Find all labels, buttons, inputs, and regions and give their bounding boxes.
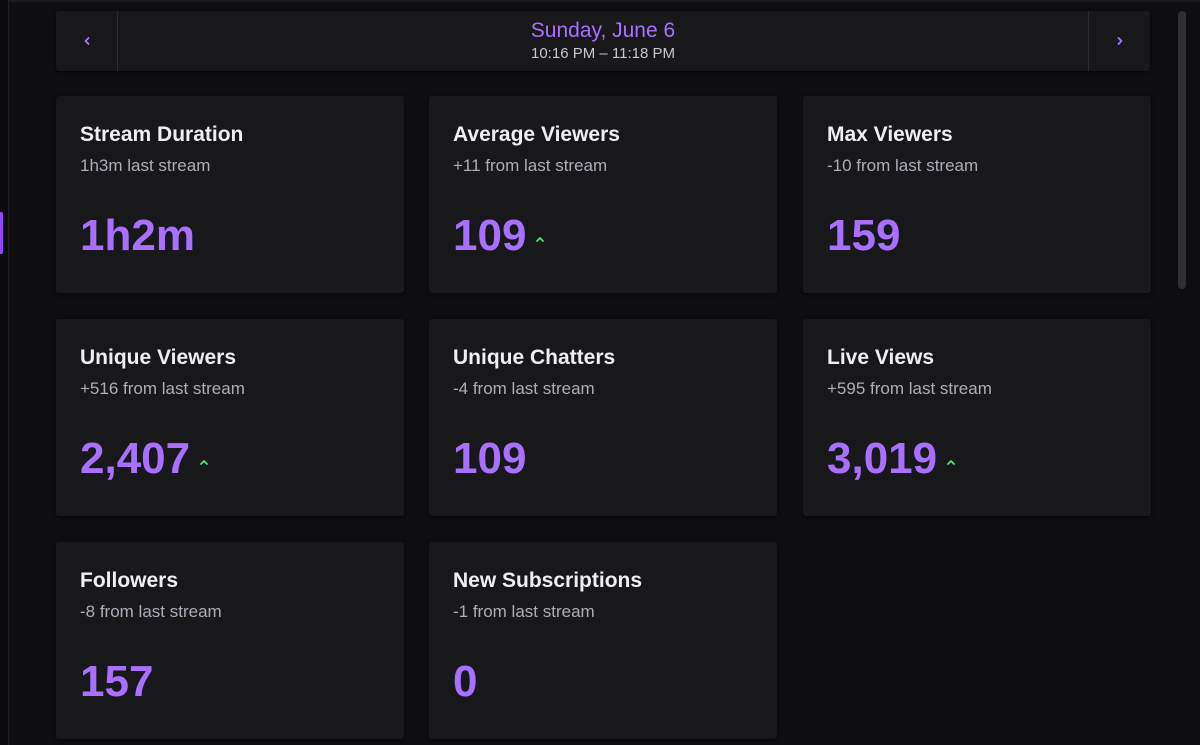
stat-comparison: 1h3m last stream [80,156,211,175]
trend-up-icon [200,460,209,465]
stat-comparison: +516 from last stream [80,379,245,398]
chevron-left-icon [84,37,89,45]
stat-card-live-views: Live Views +595 from last stream 3,019 [803,319,1151,516]
scrollbar-thumb[interactable] [1178,11,1186,289]
stat-value-row: 157 [80,655,153,709]
stat-card-unique-viewers: Unique Viewers +516 from last stream 2,4… [56,319,404,516]
stat-value-row: 1h2m [80,209,195,263]
stat-title: Followers [80,569,179,592]
stat-value-row: 109 [453,432,526,486]
stream-time-range: 10:16 PM – 11:18 PM [531,45,675,62]
stat-card-new-subscriptions: New Subscriptions -1 from last stream 0 [429,542,777,739]
top-divider [0,0,1200,2]
trend-up-icon [947,460,956,465]
next-stream-button[interactable] [1088,11,1150,71]
stat-comparison: +595 from last stream [827,379,992,398]
stat-card-followers: Followers -8 from last stream 157 [56,542,404,739]
stat-value: 3,019 [827,434,938,483]
stat-title: Average Viewers [453,123,620,146]
left-sidebar-edge [0,0,9,745]
scrollbar[interactable] [1178,11,1186,745]
stat-title: Max Viewers [827,123,953,146]
stat-value-row: 109 [453,209,545,263]
stat-value-row: 3,019 [827,432,956,486]
stat-comparison: -8 from last stream [80,602,222,621]
stat-comparison: -1 from last stream [453,602,595,621]
trend-up-icon [536,237,545,242]
stream-date-display: Sunday, June 6 10:16 PM – 11:18 PM [118,11,1088,71]
stat-comparison: -10 from last stream [827,156,979,175]
stat-value: 1h2m [80,211,195,260]
stat-comparison: -4 from last stream [453,379,595,398]
stat-value: 159 [827,211,901,260]
stat-value-row: 2,407 [80,432,209,486]
stat-title: Unique Viewers [80,346,237,369]
stat-value: 0 [453,657,478,706]
stat-title: Unique Chatters [453,346,616,369]
stat-value-row: 159 [827,209,900,263]
stat-title: Stream Duration [80,123,244,146]
chevron-right-icon [1117,37,1122,45]
stat-value: 109 [453,211,527,260]
previous-stream-button[interactable] [56,11,118,71]
stat-value: 109 [453,434,527,483]
stat-comparison: +11 from last stream [453,156,608,175]
date-navigator: Sunday, June 6 10:16 PM – 11:18 PM [56,11,1150,71]
stat-card-average-viewers: Average Viewers +11 from last stream 109 [429,96,777,293]
stat-title: Live Views [827,346,935,369]
stream-date: Sunday, June 6 [530,19,676,42]
stat-value: 2,407 [80,434,191,483]
stat-card-unique-chatters: Unique Chatters -4 from last stream 109 [429,319,777,516]
stat-title: New Subscriptions [453,569,643,592]
stat-value: 157 [80,657,154,706]
stat-value-row: 0 [453,655,477,709]
active-nav-indicator [0,212,3,254]
stat-card-max-viewers: Max Viewers -10 from last stream 159 [803,96,1151,293]
stat-card-stream-duration: Stream Duration 1h3m last stream 1h2m [56,96,404,293]
